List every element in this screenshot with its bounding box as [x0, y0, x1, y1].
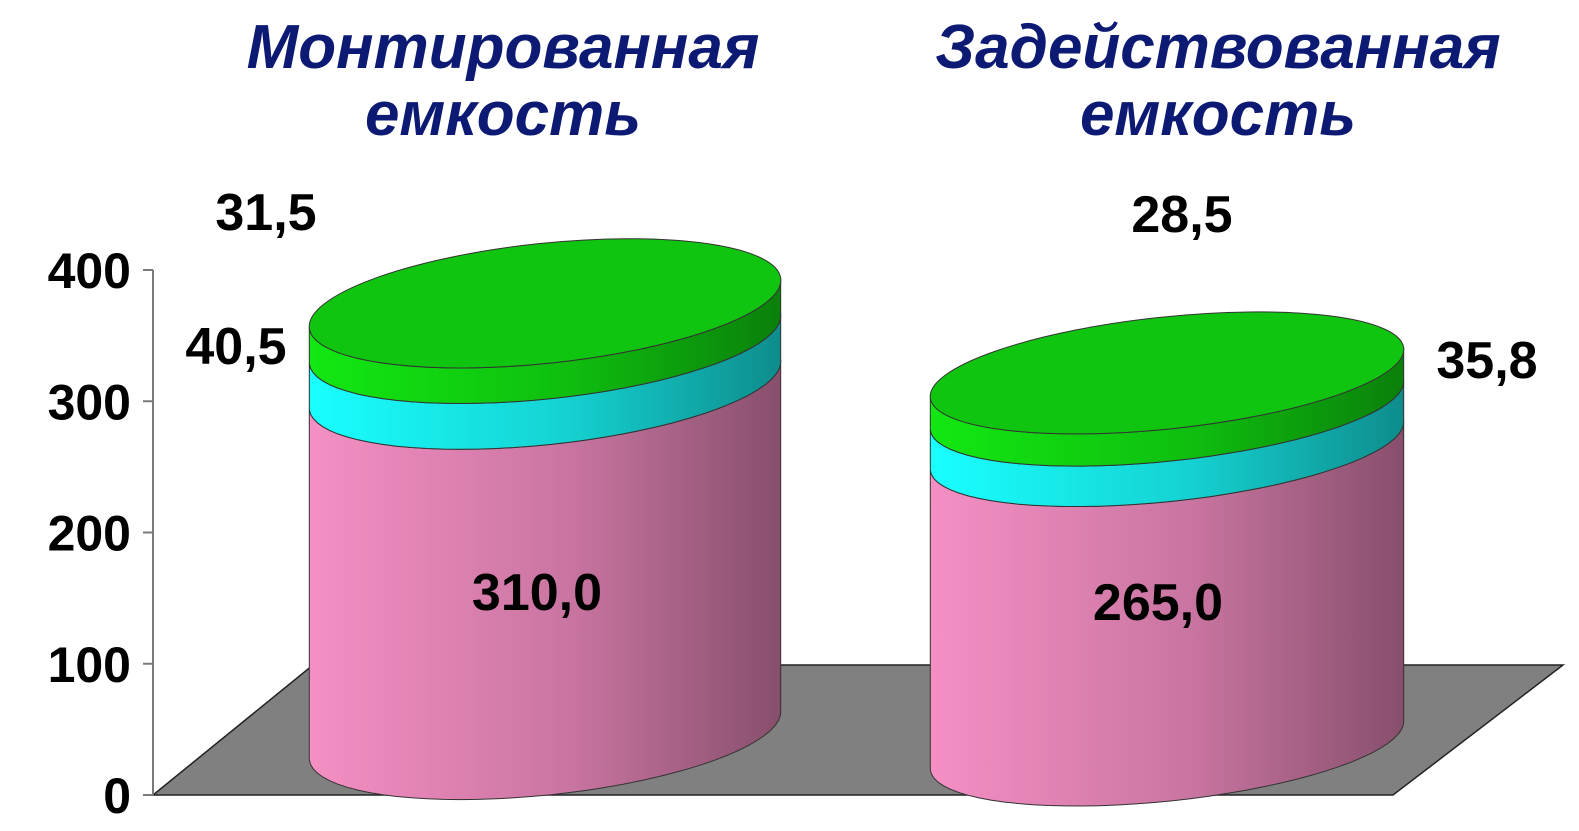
- y-tick-label: 200: [48, 506, 131, 562]
- category-title-2-line-1: Задействованная: [935, 13, 1500, 82]
- data-label-1-2: 40,5: [185, 318, 286, 376]
- y-tick-label: 300: [48, 374, 131, 430]
- y-tick-label: 400: [48, 243, 131, 299]
- cylinder-2: [924, 292, 1409, 806]
- data-label-1-1: 310,0: [472, 564, 602, 622]
- category-title-1-line-2: емкость: [365, 80, 641, 149]
- data-label-2-2: 35,8: [1436, 332, 1537, 390]
- data-label-2-3: 28,5: [1131, 186, 1232, 244]
- y-tick-label: 0: [103, 768, 131, 824]
- y-tick-label: 100: [48, 637, 131, 693]
- data-label-1-3: 31,5: [215, 184, 316, 242]
- category-title-1-line-1: Монтированная: [247, 13, 760, 82]
- data-label-2-1: 265,0: [1093, 574, 1223, 632]
- category-title-2-line-2: емкость: [1080, 80, 1356, 149]
- cylinder-1: [303, 219, 787, 800]
